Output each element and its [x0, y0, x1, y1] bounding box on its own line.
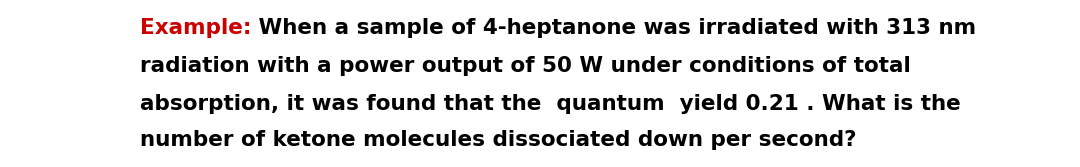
Text: absorption, it was found that the  quantum  yield 0.21 . What is the: absorption, it was found that the quantu…	[140, 94, 961, 114]
Text: Example:: Example:	[140, 18, 252, 38]
Text: radiation with a power output of 50 W under conditions of total: radiation with a power output of 50 W un…	[140, 56, 910, 76]
Text: When a sample of 4-heptanone was irradiated with 313 nm: When a sample of 4-heptanone was irradia…	[252, 18, 976, 38]
Text: number of ketone molecules dissociated down per second?: number of ketone molecules dissociated d…	[140, 130, 856, 150]
